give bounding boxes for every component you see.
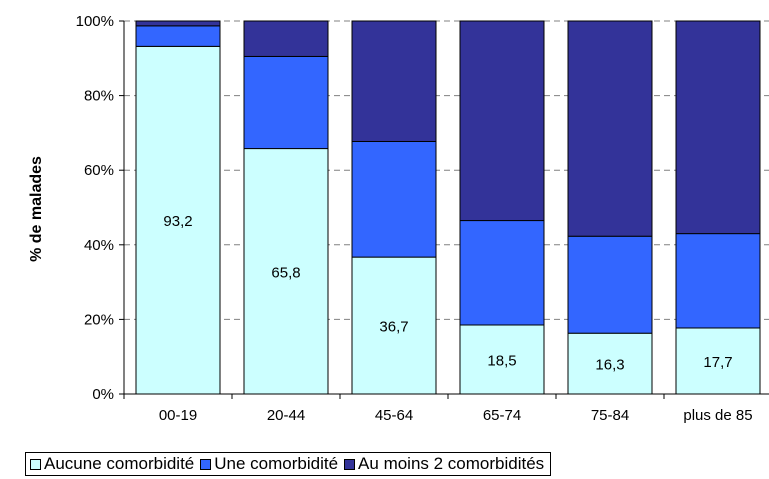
- axes: [119, 20, 769, 399]
- x-tick-label: 20-44: [267, 407, 305, 424]
- bar-segment-3-45-64: [351, 20, 437, 142]
- legend-item: Aucune comorbidité: [30, 454, 194, 474]
- legend-item: Une comorbidité: [200, 454, 338, 474]
- legend: Aucune comorbidité Une comorbidité Au moin…: [25, 452, 552, 476]
- legend-label: Une comorbidité: [214, 454, 339, 473]
- bar-segment-2-plus-de-85: [675, 233, 761, 329]
- y-tick-label: 60%: [84, 162, 114, 179]
- bar-segment-2-20-44: [243, 55, 329, 150]
- y-axis-label: % de malades: [28, 156, 45, 262]
- bar-segment-1-45-64: [351, 256, 437, 395]
- data-label: 16,3: [595, 357, 624, 374]
- bar-segment-2-45-64: [351, 140, 437, 258]
- legend-swatch: [30, 458, 41, 470]
- bar-segment-3-plus-de-85: [675, 20, 761, 235]
- y-tick-label: 40%: [84, 237, 114, 254]
- bar-segment-3-75-84: [567, 20, 653, 237]
- data-label: 36,7: [379, 319, 408, 336]
- x-tick-label: 65-74: [483, 407, 521, 424]
- bar-segment-2-00-19: [135, 25, 221, 47]
- legend-item: Au moins 2 comorbidités: [344, 454, 544, 474]
- bar-segment-2-65-74: [459, 220, 545, 326]
- gridlines: [124, 20, 769, 320]
- x-tick-label: 75-84: [591, 407, 629, 424]
- x-tick-label: 45-64: [375, 407, 413, 424]
- data-label: 18,5: [487, 352, 516, 369]
- legend-swatch: [200, 458, 212, 470]
- bar-segment-3-20-44: [243, 20, 329, 57]
- stacked-bar-chart: % de malades 0% 20% 40% 60% 80% 100% 93,2 00-19…: [28, 13, 769, 424]
- legend-label: Au moins 2 comorbidités: [358, 454, 545, 473]
- x-tick-label: plus de 85: [683, 407, 752, 424]
- x-tick-label: 00-19: [159, 407, 197, 424]
- y-tick-label: 20%: [84, 311, 114, 328]
- y-tick-label: 100%: [76, 13, 114, 30]
- bar-segment-1-00-19: [135, 45, 221, 395]
- bar-segment-3-00-19: [135, 20, 221, 27]
- data-label: 17,7: [703, 354, 732, 371]
- bar-segment-2-75-84: [567, 235, 653, 334]
- data-label: 93,2: [163, 213, 192, 230]
- y-tick-label: 80%: [84, 88, 114, 105]
- bars: [135, 20, 761, 395]
- labels: 0% 20% 40% 60% 80% 100% 93,2 00-19 65,8 20-44 36,7…: [76, 13, 753, 424]
- bar-segment-3-65-74: [459, 20, 545, 222]
- data-label: 65,8: [271, 264, 300, 281]
- y-tick-label: 0%: [92, 386, 114, 403]
- legend-swatch: [344, 458, 356, 470]
- legend-label: Aucune comorbidité: [44, 454, 195, 473]
- bar-segment-1-20-44: [243, 148, 329, 395]
